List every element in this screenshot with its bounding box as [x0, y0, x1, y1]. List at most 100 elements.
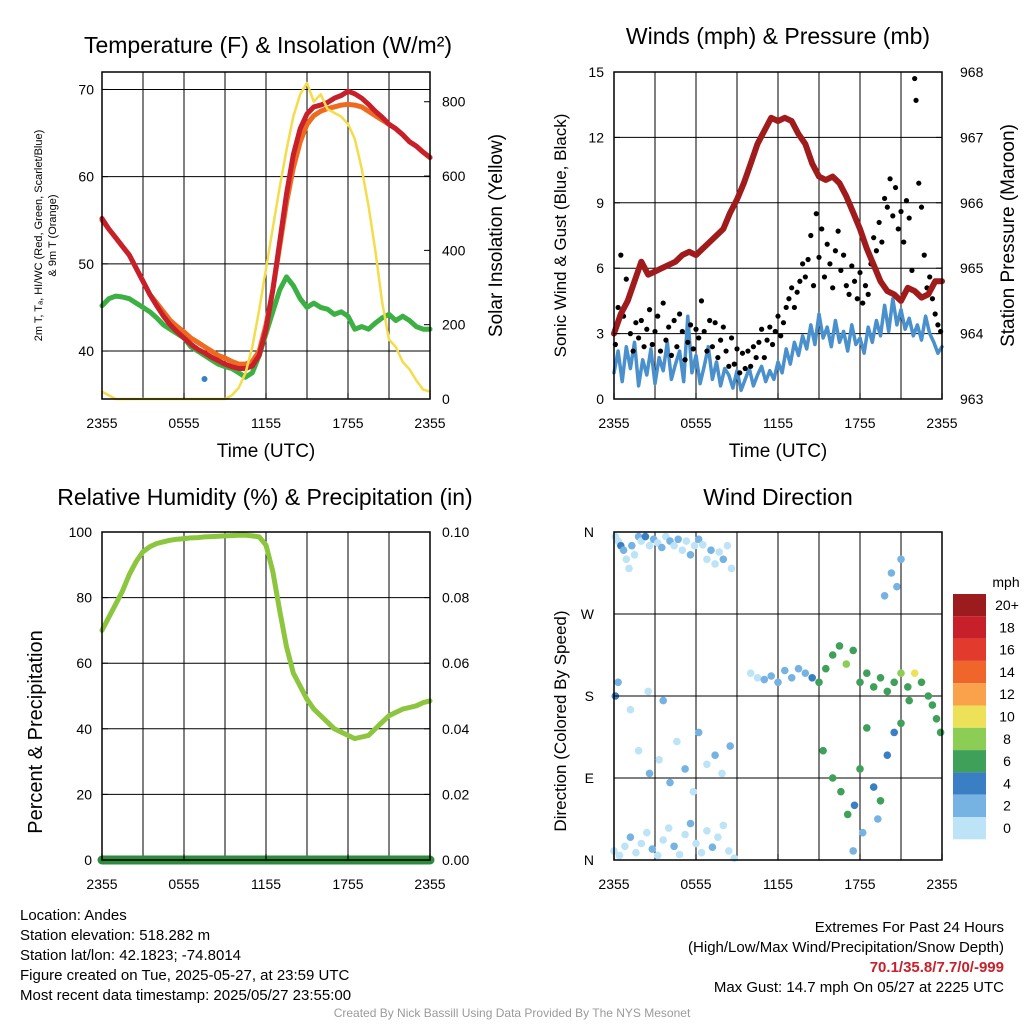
direction-point	[622, 555, 631, 564]
timestamp-line: Most recent data timestamp: 2025/05/27 2…	[20, 987, 352, 1004]
gust-point	[901, 239, 907, 245]
legend-swatch	[953, 594, 986, 617]
x-tick-label: 0555	[680, 876, 711, 892]
gust-point	[912, 75, 918, 82]
x-axis-label: Time (UTC)	[217, 441, 316, 462]
direction-point	[936, 728, 945, 737]
direction-point	[637, 839, 646, 848]
legend-swatch	[953, 794, 986, 817]
gust-point	[927, 274, 933, 280]
direction-point	[849, 847, 857, 855]
gust-point	[862, 283, 869, 289]
direction-point	[727, 564, 736, 573]
direction-point	[715, 548, 723, 556]
direction-point	[658, 543, 666, 552]
gust-point	[759, 326, 765, 332]
x-tick-label: 2355	[414, 876, 445, 892]
gust-point	[808, 232, 814, 239]
direction-point	[659, 696, 667, 705]
y2-axis-label: Solar Insolation (Yellow)	[486, 134, 507, 337]
gust-point	[921, 252, 927, 258]
gust-point	[909, 267, 915, 273]
direction-point	[723, 541, 732, 550]
y2-tick-label: 0.08	[442, 590, 469, 606]
y-tick-label: E	[585, 770, 594, 786]
x-tick-label: 2355	[414, 415, 445, 431]
y2-tick-label: 966	[960, 195, 984, 211]
gust-point	[805, 256, 811, 263]
direction-point	[673, 737, 681, 746]
y2-tick-label: 200	[442, 317, 466, 333]
direction-point	[707, 546, 715, 554]
x-tick-label: 1155	[763, 876, 793, 892]
extremes-panel: Extremes For Past 24 Hours (High/Low/Max…	[688, 918, 1004, 998]
direction-point	[675, 850, 684, 859]
direction-point	[664, 824, 673, 832]
direction-point	[682, 537, 691, 545]
direction-point	[876, 674, 885, 682]
gust-point	[660, 300, 666, 306]
chart-title: Wind Direction	[703, 484, 853, 510]
gust-point	[775, 313, 781, 319]
gust-point	[748, 363, 754, 369]
direction-point	[897, 719, 905, 728]
y2-tick-label: 600	[442, 168, 466, 184]
gust-point	[879, 239, 885, 245]
legend-label: 10	[999, 709, 1015, 725]
extremes-heading: Extremes For Past 24 Hours	[814, 919, 1004, 936]
gust-point	[646, 307, 653, 313]
y-tick-label: 60	[78, 169, 94, 185]
chart-panel-1: 2355 0555 1155 1755 2355 40 50 60 70 0 200 400 600 80…	[33, 32, 507, 462]
gust-point	[671, 317, 677, 324]
gust-point	[718, 337, 724, 343]
direction-point	[753, 674, 762, 682]
direction-point	[890, 728, 898, 737]
gust-point	[873, 248, 880, 254]
gust-point	[903, 198, 910, 204]
y2-tick-label: 0.10	[442, 524, 469, 540]
x-tick-label: 0555	[680, 415, 711, 431]
direction-point	[614, 678, 622, 687]
direction-point	[678, 546, 687, 554]
direction-point	[630, 551, 639, 559]
chart-title: Relative Humidity (%) & Precipitation (i…	[57, 484, 472, 510]
direction-point	[880, 592, 889, 600]
gust-point	[887, 176, 893, 182]
gust-point	[685, 339, 691, 345]
gust-point	[898, 208, 904, 215]
gust-point	[618, 252, 624, 258]
direction-point	[849, 646, 857, 655]
gust-point	[720, 324, 726, 330]
direction-point	[645, 541, 654, 550]
direction-point	[621, 842, 629, 851]
gust-point	[745, 348, 751, 354]
gust-point	[854, 296, 860, 302]
direction-point	[856, 765, 864, 773]
x-tick-label: 1155	[763, 415, 793, 431]
gust-point	[693, 326, 699, 332]
direction-point	[626, 705, 635, 714]
direction-point	[641, 532, 650, 541]
legend-label: 6	[1003, 753, 1011, 769]
x-tick-label: 1755	[332, 876, 363, 892]
y-tick-label: 12	[588, 129, 604, 145]
direction-point	[767, 672, 775, 680]
direction-point	[932, 715, 941, 723]
legend-label: 4	[1003, 775, 1011, 791]
y-axis-label-2: & 9m T (Orange)	[47, 194, 59, 276]
x-tick-label: 1155	[251, 876, 281, 892]
chart-title: Winds (mph) & Pressure (mb)	[626, 23, 930, 49]
legend-label: 16	[999, 642, 1015, 658]
gust-point	[690, 346, 696, 352]
gust-point	[737, 370, 743, 376]
direction-point	[619, 546, 628, 554]
gust-point	[892, 184, 899, 191]
direction-point	[697, 848, 706, 857]
y-tick-label: N	[584, 852, 594, 868]
direction-point	[876, 797, 885, 805]
gust-point	[827, 261, 833, 267]
direction-point	[856, 678, 864, 687]
gust-point	[726, 363, 732, 369]
direction-point	[910, 669, 919, 677]
direction-point	[917, 678, 926, 687]
